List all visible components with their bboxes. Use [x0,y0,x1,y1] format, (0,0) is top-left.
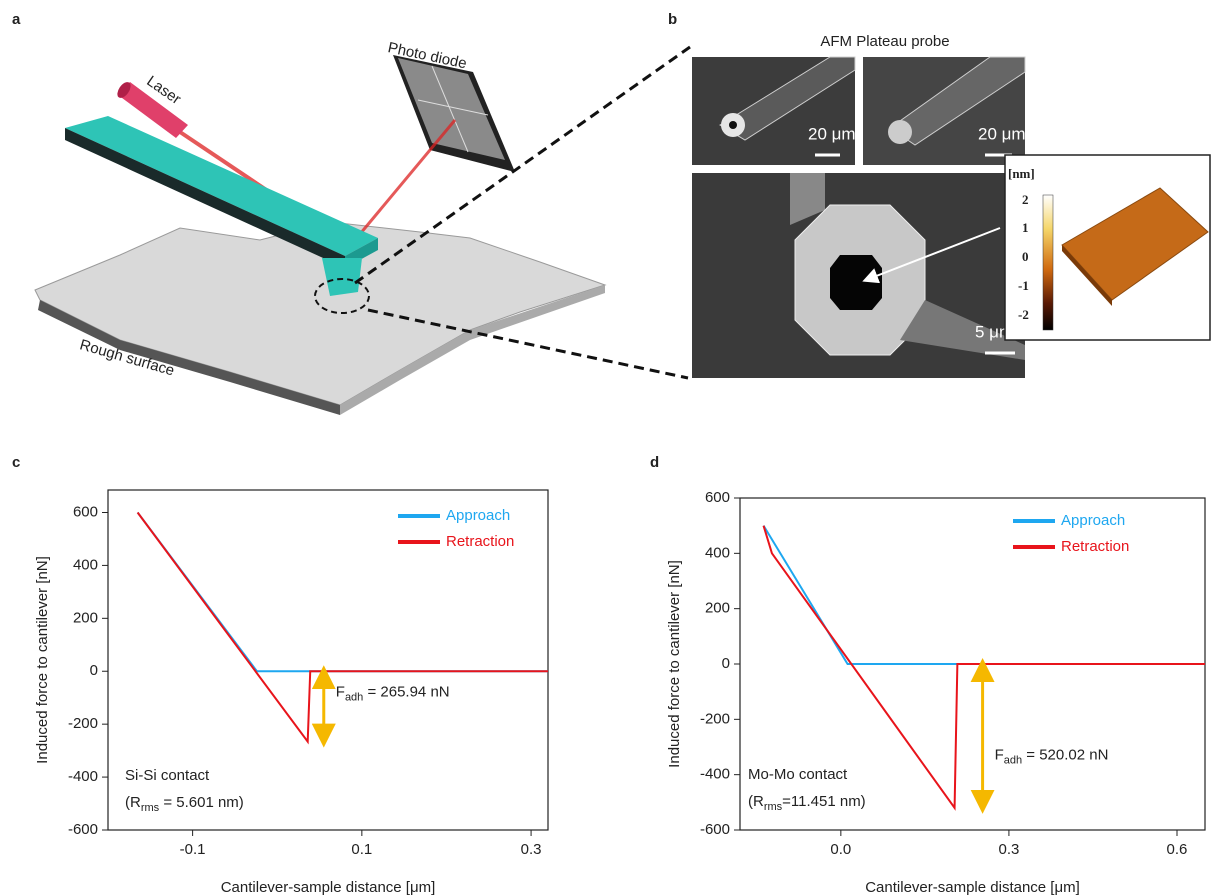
x-tick-label: 0.6 [1167,841,1188,858]
x-tick-label: 0.3 [521,841,542,858]
y-tick-label: -400 [700,766,730,783]
x-axis-label: Cantilever-sample distance [μm] [865,879,1080,895]
scale-label: 20 μm [808,124,856,143]
scale-label: 20 μm [978,124,1026,143]
annotation-part: adh [345,691,363,703]
annotation-part: = 5.601 nm) [159,794,244,811]
y-tick-label: 600 [73,503,98,520]
annotation-part: (R [125,794,141,811]
y-tick-label: 600 [705,489,730,506]
panel-label: c [12,454,20,471]
colorbar-tick: 2 [1022,192,1029,207]
colorbar-tick: -1 [1018,278,1029,293]
y-tick-label: -400 [68,768,98,785]
colorbar-tick: -2 [1018,307,1029,322]
contact-label: Si-Si contact [125,767,210,784]
y-tick-label: -600 [68,821,98,838]
y-tick-label: 400 [705,544,730,561]
y-tick-label: 0 [90,662,98,679]
annotation: (Rrms = 5.601 nm) [125,794,244,814]
y-axis-label: Induced force to cantilever [nN] [666,560,683,768]
colorbar-tick: 0 [1022,249,1029,264]
data-line [136,511,548,745]
colorbar-unit: [nm] [1008,166,1035,181]
x-axis-label: Cantilever-sample distance [μm] [221,879,436,895]
annotation: Fadh = 520.02 nN [995,746,1109,766]
data-line [762,525,1205,811]
y-tick-label: -200 [700,710,730,727]
x-tick-label: -0.1 [180,841,206,858]
y-tick-label: -200 [68,715,98,732]
scale-label: 5 μm [975,322,1013,341]
panel-label: b [668,11,677,28]
colorbar-tick: 1 [1022,220,1029,235]
legend-label: Retraction [1061,538,1129,555]
legend-label: Approach [1061,512,1125,529]
legend-label: Approach [446,507,510,524]
afm-illustration: Laser Photo diode Rough surface [34,39,691,415]
annotation-part: =11.451 nm) [782,793,866,810]
annotation-part: (R [748,793,764,810]
x-tick-label: 0.0 [830,841,851,858]
annotation-part: F [336,683,345,700]
contact-label: Mo-Mo contact [748,766,848,783]
annotation: (Rrms=11.451 nm) [748,793,866,813]
y-tick-label: -600 [700,821,730,838]
panel-label: d [650,454,659,471]
annotation: Fadh = 265.94 nN [336,683,450,703]
x-tick-label: 0.3 [998,841,1019,858]
plot-frame [107,489,549,831]
annotation-part: F [995,746,1004,763]
legend-label: Retraction [446,533,514,550]
annotation-part: = 265.94 nN [363,683,449,700]
annotation-part: rms [764,801,783,813]
sem-images: AFM Plateau probe 20 μm 20 μm 5 μm [nm] … [692,33,1211,378]
annotation-part: = 520.02 nN [1022,746,1108,763]
annotation-part: rms [141,802,160,814]
y-axis-label: Induced force to cantilever [nN] [34,556,51,764]
y-tick-label: 200 [705,600,730,617]
sem-title: AFM Plateau probe [820,33,949,50]
data-line [762,525,1205,665]
annotation-part: adh [1004,754,1022,766]
panel-label: a [12,11,21,28]
y-tick-label: 400 [73,556,98,573]
y-tick-label: 200 [73,609,98,626]
x-tick-label: 0.1 [351,841,372,858]
y-tick-label: 0 [722,655,730,672]
